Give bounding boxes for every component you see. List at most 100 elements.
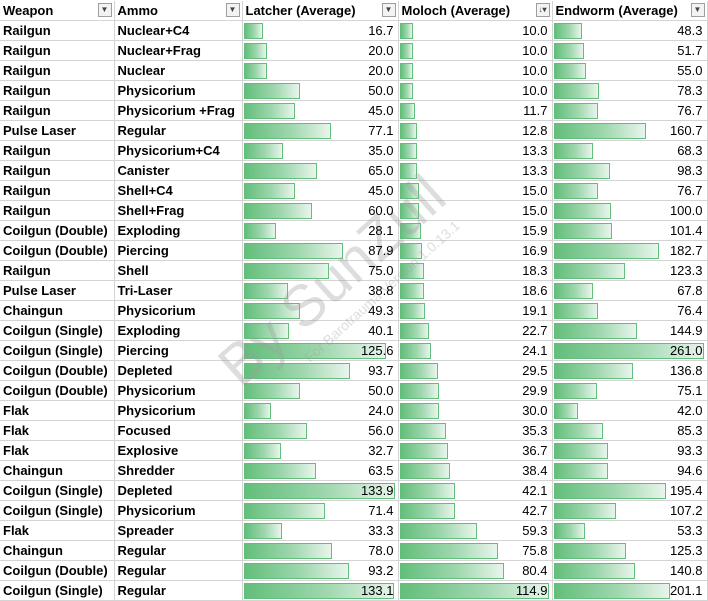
weapon-cell[interactable]: Railgun	[0, 20, 115, 41]
ammo-cell[interactable]: Exploding	[114, 220, 243, 241]
latcher-cell[interactable]: 45.0	[242, 180, 399, 201]
weapon-cell[interactable]: Flak	[0, 420, 115, 441]
moloch-cell[interactable]: 75.8	[398, 540, 553, 561]
endworm-cell[interactable]: 136.8	[552, 360, 708, 381]
ammo-cell[interactable]: Physicorium+C4	[114, 140, 243, 161]
latcher-cell[interactable]: 63.5	[242, 460, 399, 481]
ammo-cell[interactable]: Regular	[114, 540, 243, 561]
endworm-cell[interactable]: 67.8	[552, 280, 708, 301]
ammo-cell[interactable]: Shell+C4	[114, 180, 243, 201]
weapon-cell[interactable]: Coilgun (Single)	[0, 580, 115, 601]
moloch-cell[interactable]: 19.1	[398, 300, 553, 321]
ammo-cell[interactable]: Focused	[114, 420, 243, 441]
endworm-cell[interactable]: 144.9	[552, 320, 708, 341]
weapon-cell[interactable]: Railgun	[0, 40, 115, 61]
weapon-cell[interactable]: Flak	[0, 400, 115, 421]
ammo-cell[interactable]: Physicorium	[114, 500, 243, 521]
weapon-cell[interactable]: Railgun	[0, 100, 115, 121]
latcher-cell[interactable]: 49.3	[242, 300, 399, 321]
endworm-cell[interactable]: 98.3	[552, 160, 708, 181]
latcher-cell[interactable]: 32.7	[242, 440, 399, 461]
moloch-cell[interactable]: 11.7	[398, 100, 553, 121]
endworm-cell[interactable]: 107.2	[552, 500, 708, 521]
weapon-cell[interactable]: Chaingun	[0, 540, 115, 561]
latcher-cell[interactable]: 50.0	[242, 80, 399, 101]
latcher-cell[interactable]: 24.0	[242, 400, 399, 421]
weapon-cell[interactable]: Chaingun	[0, 300, 115, 321]
moloch-cell[interactable]: 13.3	[398, 160, 553, 181]
ammo-cell[interactable]: Explosive	[114, 440, 243, 461]
ammo-cell[interactable]: Exploding	[114, 320, 243, 341]
filter-dropdown-icon[interactable]: ▼	[381, 3, 396, 17]
moloch-cell[interactable]: 29.5	[398, 360, 553, 381]
weapon-cell[interactable]: Pulse Laser	[0, 120, 115, 141]
moloch-cell[interactable]: 38.4	[398, 460, 553, 481]
ammo-cell[interactable]: Depleted	[114, 480, 243, 501]
moloch-cell[interactable]: 16.9	[398, 240, 553, 261]
moloch-cell[interactable]: 10.0	[398, 40, 553, 61]
moloch-cell[interactable]: 15.0	[398, 180, 553, 201]
endworm-cell[interactable]: 75.1	[552, 380, 708, 401]
filter-dropdown-icon[interactable]: ▼	[690, 3, 705, 17]
weapon-cell[interactable]: Railgun	[0, 60, 115, 81]
latcher-cell[interactable]: 20.0	[242, 60, 399, 81]
moloch-cell[interactable]: 10.0	[398, 20, 553, 41]
weapon-cell[interactable]: Railgun	[0, 160, 115, 181]
weapon-cell[interactable]: Pulse Laser	[0, 280, 115, 301]
endworm-cell[interactable]: 78.3	[552, 80, 708, 101]
latcher-cell[interactable]: 33.3	[242, 520, 399, 541]
ammo-cell[interactable]: Physicorium	[114, 380, 243, 401]
moloch-cell[interactable]: 12.8	[398, 120, 553, 141]
ammo-cell[interactable]: Nuclear	[114, 60, 243, 81]
moloch-cell[interactable]: 80.4	[398, 560, 553, 581]
ammo-cell[interactable]: Physicorium	[114, 300, 243, 321]
moloch-cell[interactable]: 42.1	[398, 480, 553, 501]
ammo-cell[interactable]: Regular	[114, 120, 243, 141]
ammo-cell[interactable]: Shell+Frag	[114, 200, 243, 221]
moloch-cell[interactable]: 59.3	[398, 520, 553, 541]
endworm-cell[interactable]: 76.4	[552, 300, 708, 321]
moloch-cell[interactable]: 22.7	[398, 320, 553, 341]
ammo-cell[interactable]: Nuclear+Frag	[114, 40, 243, 61]
endworm-cell[interactable]: 195.4	[552, 480, 708, 501]
filter-dropdown-icon[interactable]: ▼	[97, 3, 112, 17]
ammo-cell[interactable]: Nuclear+C4	[114, 20, 243, 41]
moloch-cell[interactable]: 13.3	[398, 140, 553, 161]
latcher-cell[interactable]: 133.1	[242, 580, 399, 601]
weapon-cell[interactable]: Coilgun (Double)	[0, 220, 115, 241]
endworm-cell[interactable]: 55.0	[552, 60, 708, 81]
moloch-cell[interactable]: 36.7	[398, 440, 553, 461]
ammo-cell[interactable]: Spreader	[114, 520, 243, 541]
ammo-cell[interactable]: Piercing	[114, 340, 243, 361]
latcher-cell[interactable]: 60.0	[242, 200, 399, 221]
endworm-cell[interactable]: 182.7	[552, 240, 708, 261]
endworm-cell[interactable]: 93.3	[552, 440, 708, 461]
weapon-cell[interactable]: Coilgun (Double)	[0, 380, 115, 401]
sort-ascending-filter-icon[interactable]: ↓▾	[535, 3, 550, 17]
moloch-cell[interactable]: 30.0	[398, 400, 553, 421]
ammo-cell[interactable]: Shell	[114, 260, 243, 281]
latcher-cell[interactable]: 50.0	[242, 380, 399, 401]
endworm-cell[interactable]: 201.1	[552, 580, 708, 601]
latcher-cell[interactable]: 65.0	[242, 160, 399, 181]
ammo-cell[interactable]: Physicorium	[114, 400, 243, 421]
endworm-cell[interactable]: 76.7	[552, 180, 708, 201]
latcher-cell[interactable]: 20.0	[242, 40, 399, 61]
latcher-cell[interactable]: 16.7	[242, 20, 399, 41]
latcher-cell[interactable]: 78.0	[242, 540, 399, 561]
moloch-cell[interactable]: 15.0	[398, 200, 553, 221]
latcher-cell[interactable]: 125.6	[242, 340, 399, 361]
endworm-cell[interactable]: 140.8	[552, 560, 708, 581]
weapon-cell[interactable]: Coilgun (Double)	[0, 560, 115, 581]
endworm-cell[interactable]: 53.3	[552, 520, 708, 541]
latcher-cell[interactable]: 87.9	[242, 240, 399, 261]
endworm-cell[interactable]: 68.3	[552, 140, 708, 161]
ammo-cell[interactable]: Physicorium +Frag	[114, 100, 243, 121]
moloch-cell[interactable]: 18.6	[398, 280, 553, 301]
moloch-cell[interactable]: 29.9	[398, 380, 553, 401]
latcher-cell[interactable]: 35.0	[242, 140, 399, 161]
weapon-cell[interactable]: Coilgun (Single)	[0, 480, 115, 501]
weapon-cell[interactable]: Flak	[0, 520, 115, 541]
weapon-cell[interactable]: Railgun	[0, 260, 115, 281]
weapon-cell[interactable]: Railgun	[0, 180, 115, 201]
